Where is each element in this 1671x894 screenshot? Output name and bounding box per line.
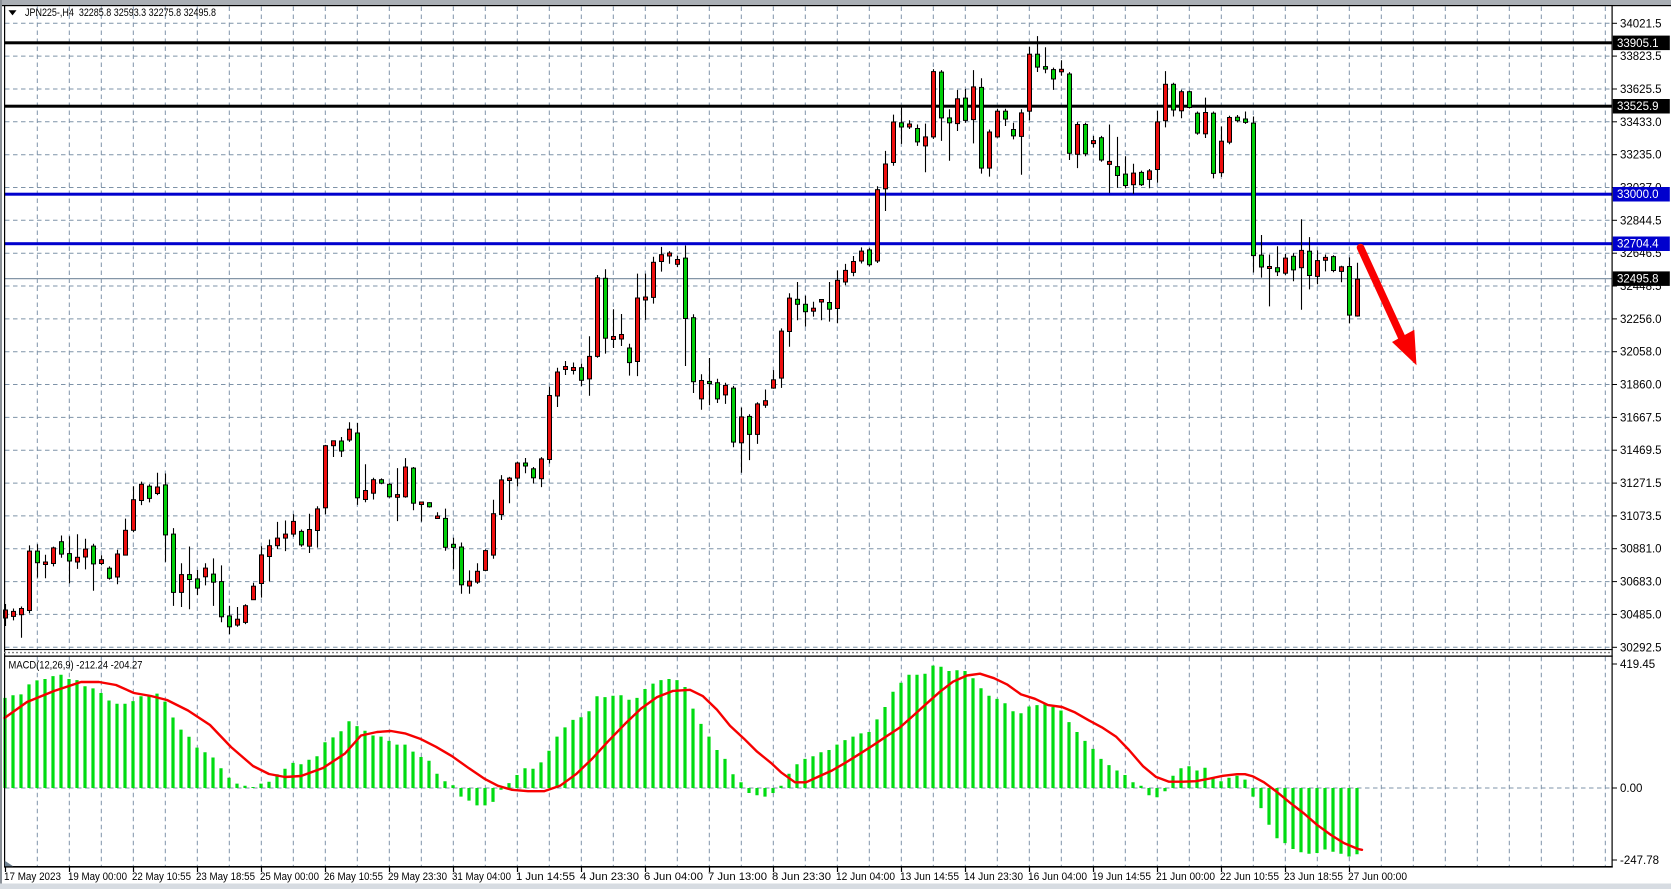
svg-text:32844.5: 32844.5 <box>1620 215 1662 227</box>
svg-text:30485.0: 30485.0 <box>1620 609 1662 621</box>
svg-text:19 May 00:00: 19 May 00:00 <box>68 871 127 883</box>
svg-text:34021.5: 34021.5 <box>1620 18 1662 30</box>
svg-text:6 Jun 04:00: 6 Jun 04:00 <box>644 871 703 883</box>
svg-text:31 May 04:00: 31 May 04:00 <box>452 871 511 883</box>
svg-text:31667.5: 31667.5 <box>1620 412 1662 424</box>
svg-text:30292.5: 30292.5 <box>1620 642 1662 654</box>
svg-text:33433.0: 33433.0 <box>1620 117 1662 129</box>
svg-text:JPN225-,H4 32285.8 32593.3 32: JPN225-,H4 32285.8 32593.3 32275.8 32495… <box>25 7 216 19</box>
svg-text:32495.8: 32495.8 <box>1617 274 1659 286</box>
svg-text:26 May 10:55: 26 May 10:55 <box>324 871 383 883</box>
svg-text:0.00: 0.00 <box>1620 783 1642 795</box>
svg-text:22 May 10:55: 22 May 10:55 <box>132 871 191 883</box>
svg-text:29 May 23:30: 29 May 23:30 <box>388 871 447 883</box>
svg-text:31271.5: 31271.5 <box>1620 478 1662 490</box>
svg-text:MACD(12,26,9) -212.24 -204.27: MACD(12,26,9) -212.24 -204.27 <box>9 660 143 672</box>
svg-text:21 Jun 00:00: 21 Jun 00:00 <box>1156 871 1215 883</box>
svg-text:33235.0: 33235.0 <box>1620 150 1662 162</box>
svg-text:33625.5: 33625.5 <box>1620 84 1662 96</box>
svg-text:32256.0: 32256.0 <box>1620 314 1662 326</box>
svg-text:16 Jun 04:00: 16 Jun 04:00 <box>1028 871 1087 883</box>
svg-text:30683.0: 30683.0 <box>1620 577 1662 589</box>
svg-text:8 Jun 23:30: 8 Jun 23:30 <box>772 871 831 883</box>
svg-text:32058.0: 32058.0 <box>1620 347 1662 359</box>
svg-text:22 Jun 10:55: 22 Jun 10:55 <box>1220 871 1279 883</box>
svg-text:31469.5: 31469.5 <box>1620 445 1662 457</box>
svg-text:14 Jun 23:30: 14 Jun 23:30 <box>964 871 1023 883</box>
svg-text:27 Jun 00:00: 27 Jun 00:00 <box>1348 871 1407 883</box>
svg-text:32704.4: 32704.4 <box>1617 239 1659 251</box>
svg-text:31073.5: 31073.5 <box>1620 511 1662 523</box>
svg-text:4 Jun 23:30: 4 Jun 23:30 <box>580 871 639 883</box>
svg-text:25 May 00:00: 25 May 00:00 <box>260 871 319 883</box>
svg-text:7 Jun 13:00: 7 Jun 13:00 <box>708 871 767 883</box>
svg-text:-247.78: -247.78 <box>1620 855 1659 867</box>
svg-text:17 May 2023: 17 May 2023 <box>4 871 61 883</box>
svg-text:19 Jun 14:55: 19 Jun 14:55 <box>1092 871 1151 883</box>
svg-text:33525.9: 33525.9 <box>1617 101 1659 113</box>
svg-text:1 Jun 14:55: 1 Jun 14:55 <box>516 871 575 883</box>
svg-text:12 Jun 04:00: 12 Jun 04:00 <box>836 871 895 883</box>
svg-text:23 May 18:55: 23 May 18:55 <box>196 871 255 883</box>
svg-text:30881.0: 30881.0 <box>1620 544 1662 556</box>
svg-text:33823.5: 33823.5 <box>1620 51 1662 63</box>
svg-text:13 Jun 14:55: 13 Jun 14:55 <box>900 871 959 883</box>
svg-text:419.45: 419.45 <box>1620 659 1655 671</box>
svg-text:32646.5: 32646.5 <box>1620 248 1662 260</box>
svg-text:23 Jun 18:55: 23 Jun 18:55 <box>1284 871 1343 883</box>
svg-text:31860.0: 31860.0 <box>1620 380 1662 392</box>
svg-text:33000.0: 33000.0 <box>1617 189 1659 201</box>
svg-text:33905.1: 33905.1 <box>1617 38 1659 50</box>
